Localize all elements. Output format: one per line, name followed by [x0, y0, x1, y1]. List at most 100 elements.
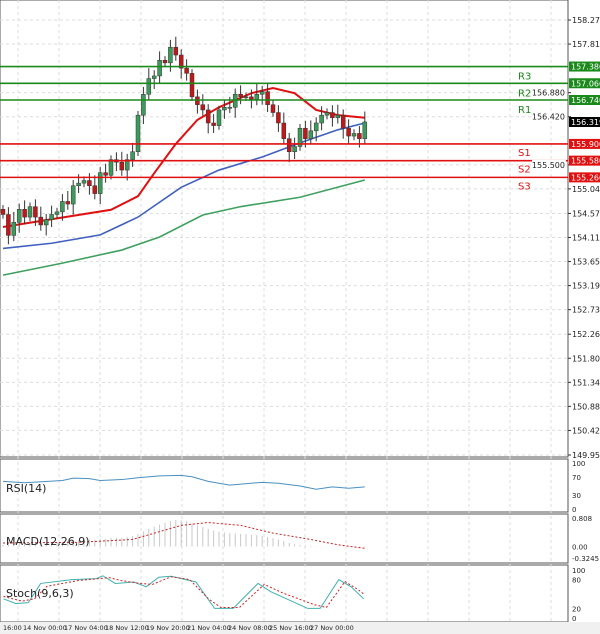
time-tick-label: 27 Nov 00:00: [310, 624, 354, 632]
candle-body: [151, 75, 157, 79]
level-price-tag: [569, 78, 600, 89]
price-tick-label: 155.040: [572, 185, 600, 194]
price-tick-label-bg: [532, 87, 566, 98]
candle-body: [60, 201, 65, 213]
candle-body: [243, 96, 249, 99]
candle-body: [168, 46, 173, 64]
candle-body: [303, 127, 308, 139]
price-tick-label: 151.340: [572, 378, 600, 387]
candle-body: [135, 114, 141, 153]
candle-body: [119, 161, 125, 171]
panel-frame: [0, 513, 569, 564]
candle-body: [351, 133, 357, 137]
price-tick-label: 151.800: [572, 354, 600, 363]
candle-body: [81, 180, 87, 184]
candle-body: [162, 60, 168, 64]
stoch-label: Stoch(9,6,3): [6, 587, 74, 600]
price-panel[interactable]: R3 R2 R1 S1 S2 S3: [0, 36, 568, 276]
stoch-tick-label: 0: [572, 615, 576, 623]
candle-body: [357, 133, 362, 139]
candle-body: [205, 109, 211, 124]
moving-average-ma_slow: [2, 179, 366, 276]
level-name-S2: S2: [518, 165, 531, 176]
level-price-label: 157.380: [571, 63, 600, 72]
candle-body: [11, 222, 17, 236]
time-tick-label: 18 Nov 12:00: [105, 624, 149, 632]
candle-body: [108, 159, 114, 176]
level-price-tag: [569, 155, 600, 166]
price-axis: 158.270 157.810 156.880 156.420 155.500 155.0…: [532, 16, 600, 460]
candle-body: [97, 172, 103, 194]
candle-body: [319, 114, 324, 124]
time-tick-label: 19 Nov 20:00: [146, 624, 190, 632]
level-price-label: 155.900: [571, 140, 600, 149]
grid: [0, 0, 569, 623]
candle-body: [184, 67, 189, 74]
candle-body: [146, 78, 152, 95]
macd-panel[interactable]: 0.808 0.00 -0.3245: [2, 515, 599, 563]
moving-average-ma_mid: [2, 122, 365, 250]
price-tick-label: 153.650: [572, 258, 600, 267]
time-tick-label: 21 Nov 04:00: [187, 624, 231, 632]
current-price-tag: [569, 117, 600, 128]
candle-body: [0, 209, 6, 215]
level-price-label: 157.060: [571, 79, 600, 88]
panel-frame: [0, 0, 569, 458]
candle-body: [297, 127, 303, 147]
candle-body: [227, 107, 233, 109]
time-tick-label: 24 Nov 08:00: [228, 624, 272, 632]
rsi-tick-label: 70: [572, 474, 581, 482]
candle-body: [43, 219, 49, 226]
candle-body: [33, 206, 38, 218]
candle-body: [200, 104, 206, 111]
macd-tick-label: 0.808: [572, 515, 592, 523]
panel-frame: [0, 458, 569, 513]
macd-tick-label: -0.3245: [572, 555, 599, 563]
candle-body: [38, 216, 44, 226]
candle-body: [362, 121, 368, 139]
stoch-tick-label: 100: [572, 567, 585, 575]
level-name-R3: R3: [518, 72, 531, 83]
price-tick-label: 154.110: [572, 234, 600, 243]
level-name-S3: S3: [518, 181, 531, 192]
level-price-tag: [569, 61, 600, 72]
candle-body: [270, 104, 276, 113]
level-name-R1: R1: [518, 105, 531, 116]
candle-body: [216, 109, 222, 126]
stoch-panel[interactable]: 100 80 20 0: [3, 567, 585, 623]
price-tick-label: 156.880: [532, 89, 565, 98]
candle-body: [87, 180, 92, 186]
price-tick-label: 158.270: [572, 16, 600, 25]
level-price-label: 155.580: [571, 157, 600, 166]
price-tick-label: 155.500: [532, 161, 565, 170]
candle-body: [16, 209, 22, 223]
panel-frame: [0, 564, 569, 623]
price-tick-label: 156.420: [532, 113, 565, 122]
stoch-tick-label: 20: [572, 605, 581, 613]
candle-body: [178, 54, 184, 69]
candle-body: [65, 201, 71, 205]
current-price-label: 156.319: [571, 118, 600, 127]
rsi-panel[interactable]: 100 70 30 0: [2, 460, 585, 514]
rsi-tick-label: 0: [572, 506, 576, 514]
candle-body: [189, 73, 195, 98]
price-tick-label: 149.950: [572, 451, 600, 460]
candle-body: [76, 182, 81, 186]
candle-body: [335, 114, 341, 119]
rsi-line: [2, 474, 365, 490]
candle-body: [103, 172, 108, 176]
time-tick-label: 17 Nov 04:00: [64, 624, 108, 632]
macd-label: MACD(12,26,9): [6, 535, 90, 548]
price-tick-label: 153.190: [572, 282, 600, 291]
candle-body: [6, 214, 11, 236]
time-axis-bg: [0, 622, 600, 634]
level-price-tag: [569, 138, 600, 149]
rsi-label: RSI(14): [6, 482, 46, 495]
stoch-tick-label: 80: [572, 577, 581, 585]
candle-body: [173, 46, 179, 56]
candle-body: [259, 91, 265, 95]
price-tick-label: 152.260: [572, 330, 600, 339]
macd-signal-line: [2, 522, 365, 549]
candle-body: [27, 206, 33, 218]
